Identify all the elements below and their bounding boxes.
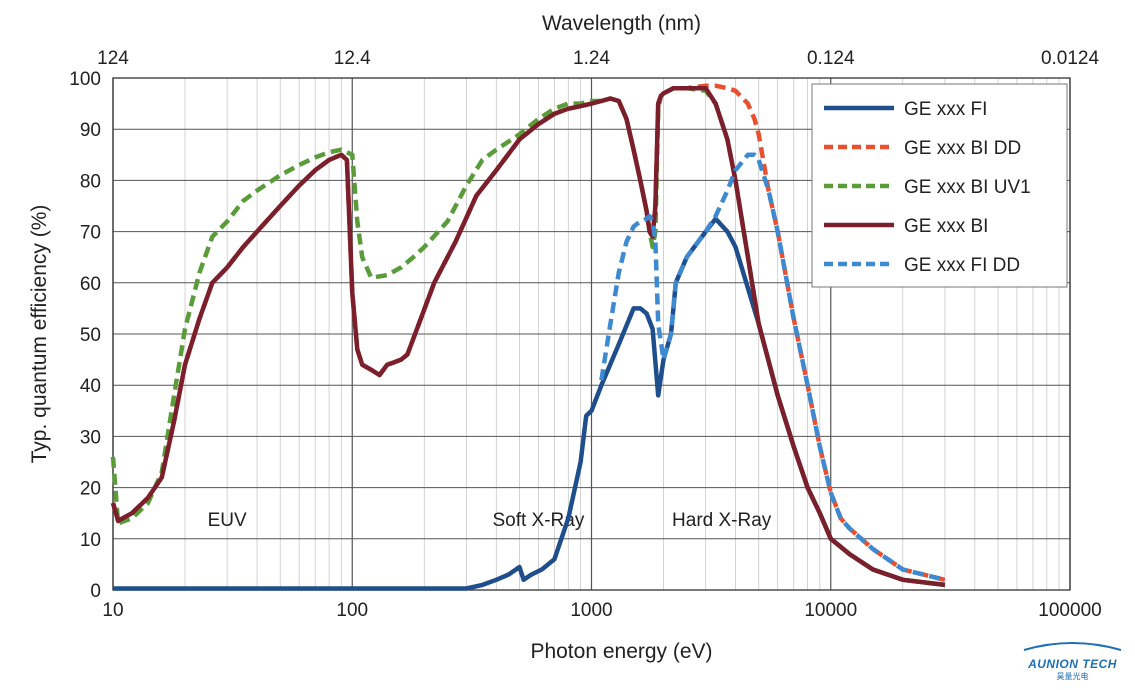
y-tick-label: 10 bbox=[80, 530, 101, 551]
top-tick-label: 0.0124 bbox=[1041, 48, 1100, 69]
legend-label: GE xxx FI DD bbox=[904, 255, 1020, 276]
top-tick-label: 12.4 bbox=[334, 48, 371, 69]
top-axis-title: Wavelength (nm) bbox=[542, 12, 701, 35]
y-tick-label: 20 bbox=[80, 479, 101, 500]
top-tick-label: 0.124 bbox=[807, 48, 855, 69]
y-tick-label: 50 bbox=[80, 325, 101, 346]
y-tick-label: 90 bbox=[80, 120, 101, 141]
x-axis-title: Photon energy (eV) bbox=[530, 640, 712, 663]
x-tick-label: 100000 bbox=[1038, 600, 1101, 621]
x-tick-label: 100 bbox=[336, 600, 368, 621]
y-tick-label: 0 bbox=[90, 581, 101, 602]
series-line-4 bbox=[110, 85, 946, 588]
region-annotation: EUV bbox=[208, 510, 247, 531]
legend-label: GE xxx BI UV1 bbox=[904, 177, 1031, 198]
series-line-5 bbox=[599, 152, 946, 582]
logo-arc-icon bbox=[1023, 642, 1122, 651]
y-tick-label: 60 bbox=[80, 274, 101, 295]
y-tick-label: 70 bbox=[80, 223, 101, 244]
y-tick-label: 40 bbox=[80, 376, 101, 397]
y-tick-label: 80 bbox=[80, 171, 101, 192]
region-annotation: Soft X-Ray bbox=[492, 510, 584, 531]
x-tick-label: 10 bbox=[102, 600, 123, 621]
y-tick-label: 100 bbox=[69, 69, 101, 90]
top-tick-label: 1.24 bbox=[573, 48, 610, 69]
series-lines bbox=[110, 83, 946, 591]
x-tick-label: 1000 bbox=[570, 600, 612, 621]
y-tick-label: 30 bbox=[80, 427, 101, 448]
plot-border bbox=[112, 77, 1071, 591]
logo-subtext: 昊量光电 bbox=[1056, 672, 1089, 681]
legend-label: GE xxx FI bbox=[904, 99, 987, 120]
top-tick-label: 124 bbox=[97, 48, 129, 69]
brand-logo: AUNION TECH 昊量光电 bbox=[1020, 638, 1125, 682]
legend-label: GE xxx BI bbox=[904, 216, 988, 237]
legend: GE xxx FI GE xxx BI DD GE xxx BI UV1 GE xxx… bbox=[811, 83, 1068, 288]
legend-label: GE xxx BI DD bbox=[904, 138, 1021, 159]
logo-text: AUNION TECH bbox=[1028, 657, 1117, 671]
region-annotation: Hard X-Ray bbox=[672, 510, 772, 531]
y-axis-title: Typ. quantum efficiency (%) bbox=[28, 205, 51, 464]
series-line-3 bbox=[110, 85, 946, 588]
region-labels: EUV Soft X-Ray Hard X-Ray bbox=[208, 510, 772, 531]
x-tick-label: 10000 bbox=[804, 600, 857, 621]
plot-frame bbox=[112, 77, 1071, 591]
